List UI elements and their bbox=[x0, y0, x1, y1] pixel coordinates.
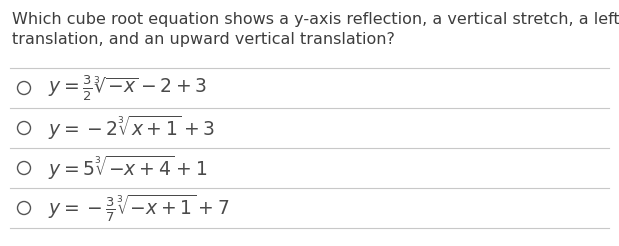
Text: $y = -\frac{3}{7}\sqrt[3]{-x + 1} + 7$: $y = -\frac{3}{7}\sqrt[3]{-x + 1} + 7$ bbox=[48, 192, 229, 224]
Text: translation, and an upward vertical translation?: translation, and an upward vertical tran… bbox=[12, 32, 395, 47]
Text: $y = 5\sqrt[3]{-x + 4} + 1$: $y = 5\sqrt[3]{-x + 4} + 1$ bbox=[48, 154, 207, 182]
Text: $y = \frac{3}{2}\sqrt[3]{-x} - 2 + 3$: $y = \frac{3}{2}\sqrt[3]{-x} - 2 + 3$ bbox=[48, 73, 207, 103]
Text: Which cube root equation shows a y-axis reflection, a vertical stretch, a left h: Which cube root equation shows a y-axis … bbox=[12, 12, 619, 27]
Text: $y = -2\sqrt[3]{x + 1} + 3$: $y = -2\sqrt[3]{x + 1} + 3$ bbox=[48, 114, 215, 142]
